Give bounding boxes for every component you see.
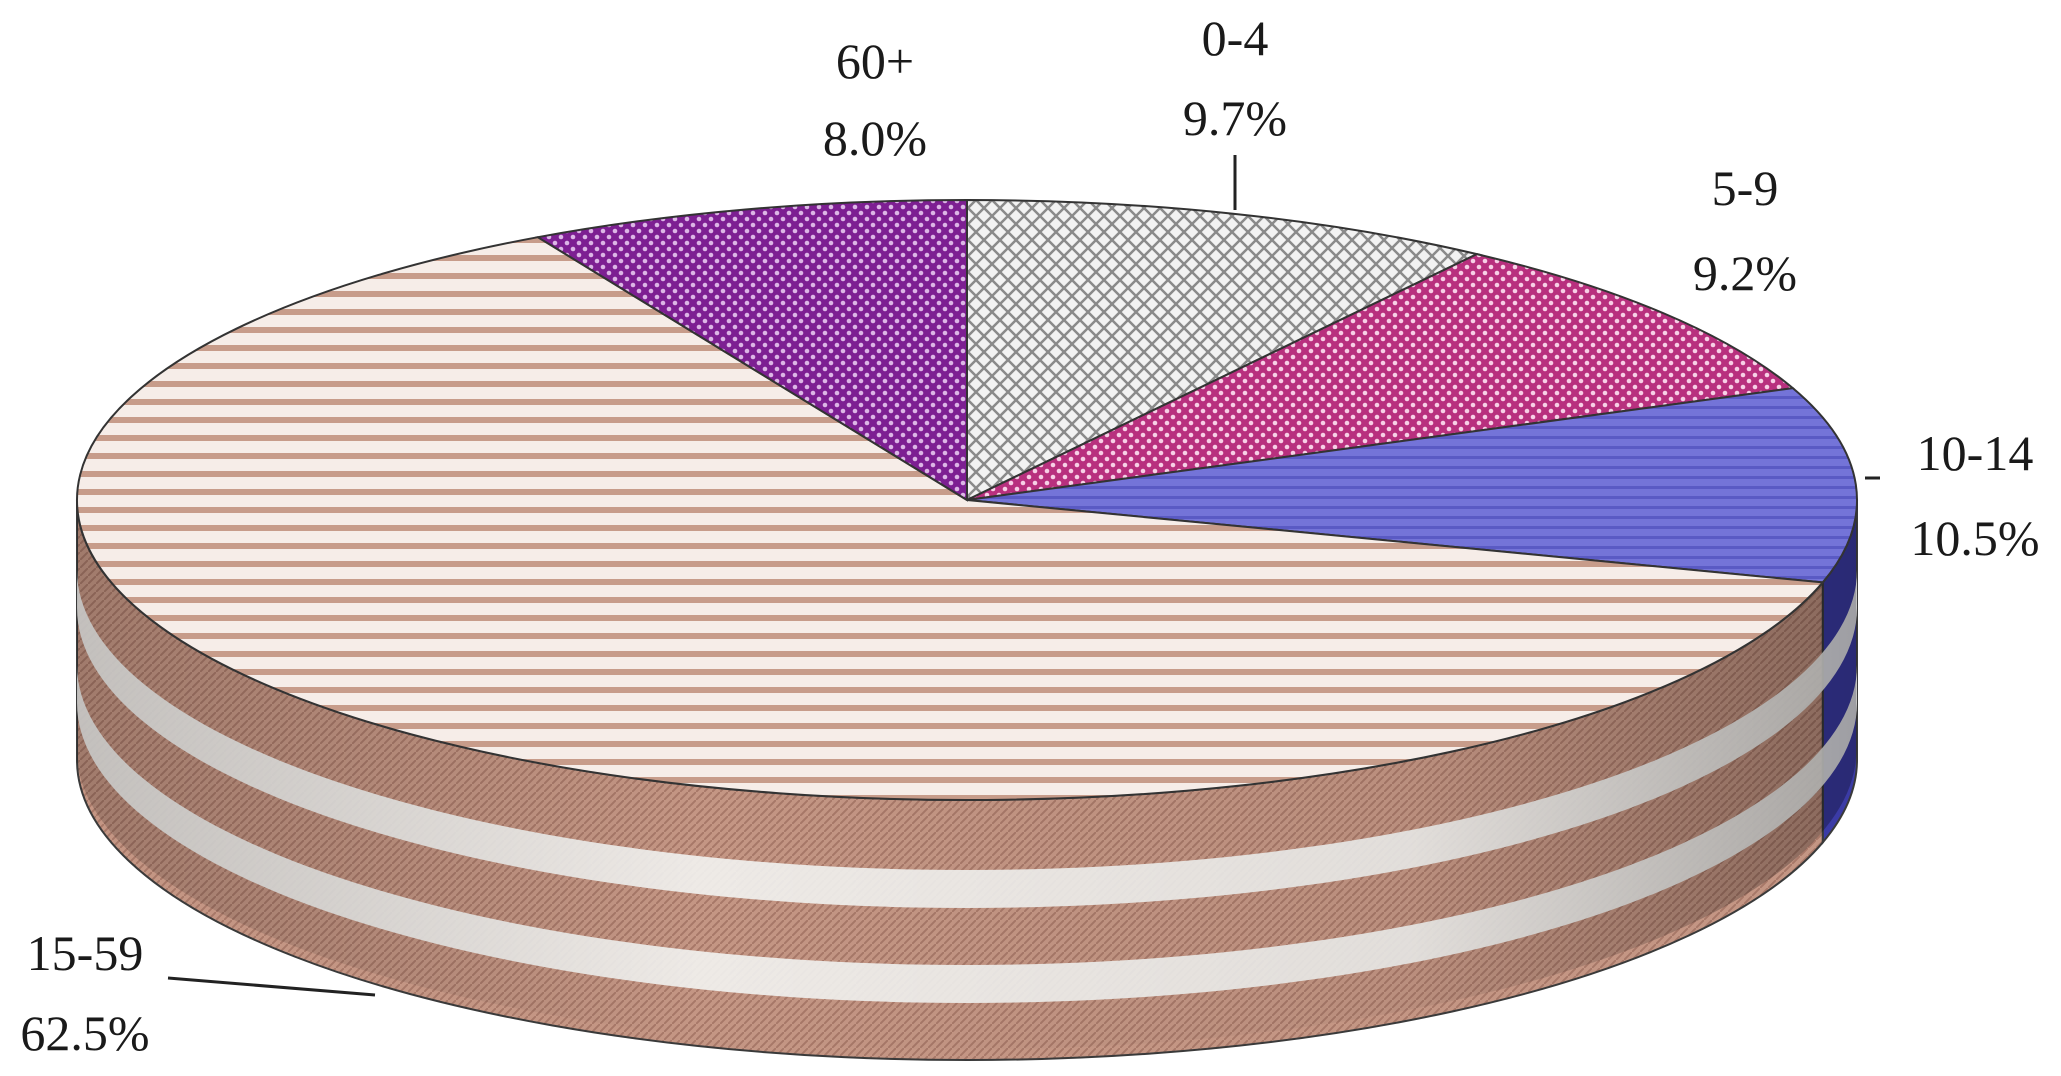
slice-value-0-4: 9.7%	[1183, 90, 1287, 146]
pie-slice-5-9	[966, 253, 1796, 501]
pie-slice-10-14	[966, 387, 1858, 584]
pie-slice-0-4	[966, 198, 1480, 502]
slice-value-5-9: 9.2%	[1693, 245, 1797, 301]
pie-side-shade	[77, 489, 1857, 1050]
slice-value-10-14: 10.5%	[1910, 510, 2039, 566]
slice-label-60+: 60+	[836, 33, 914, 89]
slice-value-60+: 8.0%	[823, 110, 927, 166]
slice-value-15-59: 62.5%	[20, 1005, 149, 1061]
slice-label-5-9: 5-9	[1712, 160, 1779, 216]
pie-slice-15-59	[76, 236, 1825, 801]
pie-slice-60+	[535, 198, 968, 502]
slice-label-10-14: 10-14	[1917, 425, 2034, 481]
leader-line-15-59	[167, 976, 376, 997]
slice-label-0-4: 0-4	[1202, 10, 1269, 66]
slice-label-15-59: 15-59	[27, 925, 144, 981]
